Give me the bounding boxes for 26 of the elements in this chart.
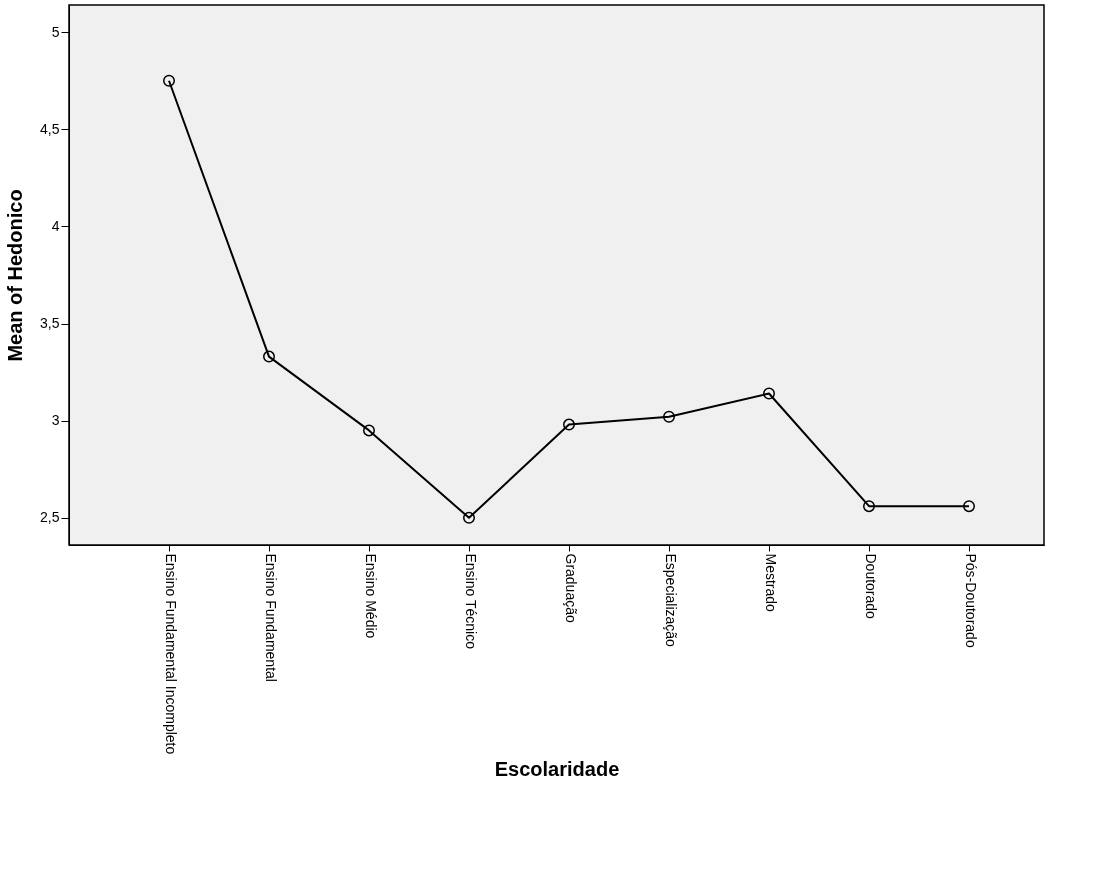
point	[663, 410, 675, 423]
x-tick-label: Ensino Fundamental Incompleto	[162, 553, 179, 755]
x-tick-label: Pós-Doutorado	[962, 553, 979, 648]
point	[863, 500, 875, 513]
point	[263, 350, 275, 363]
x-tick-label: Mestrado	[762, 553, 779, 613]
y-tick-label: 4	[51, 217, 60, 234]
point	[163, 74, 175, 87]
point	[563, 418, 575, 431]
x-tick-label: Graduação	[562, 553, 579, 623]
x-tick-label: Doutorado	[862, 553, 879, 620]
y-tick-label: 2,5	[40, 509, 60, 526]
y-tick-label: 3,5	[40, 315, 60, 332]
x-tick-label: Ensino Técnico	[462, 553, 479, 650]
y-axis-title: Mean of Hedonico	[4, 189, 27, 362]
point	[463, 511, 475, 524]
y-tick-label: 5	[51, 23, 60, 40]
point	[363, 424, 375, 437]
y-tick-label: 4,5	[40, 120, 60, 137]
x-tick-label: Ensino Fundamental	[262, 553, 279, 682]
point	[963, 500, 975, 513]
x-axis-title: Escolaridade	[494, 757, 620, 780]
y-tick-label: 3	[51, 412, 60, 429]
point	[763, 387, 775, 400]
x-tick-label: Especialização	[662, 553, 679, 648]
x-tick-label: Ensino Médio	[362, 553, 379, 639]
